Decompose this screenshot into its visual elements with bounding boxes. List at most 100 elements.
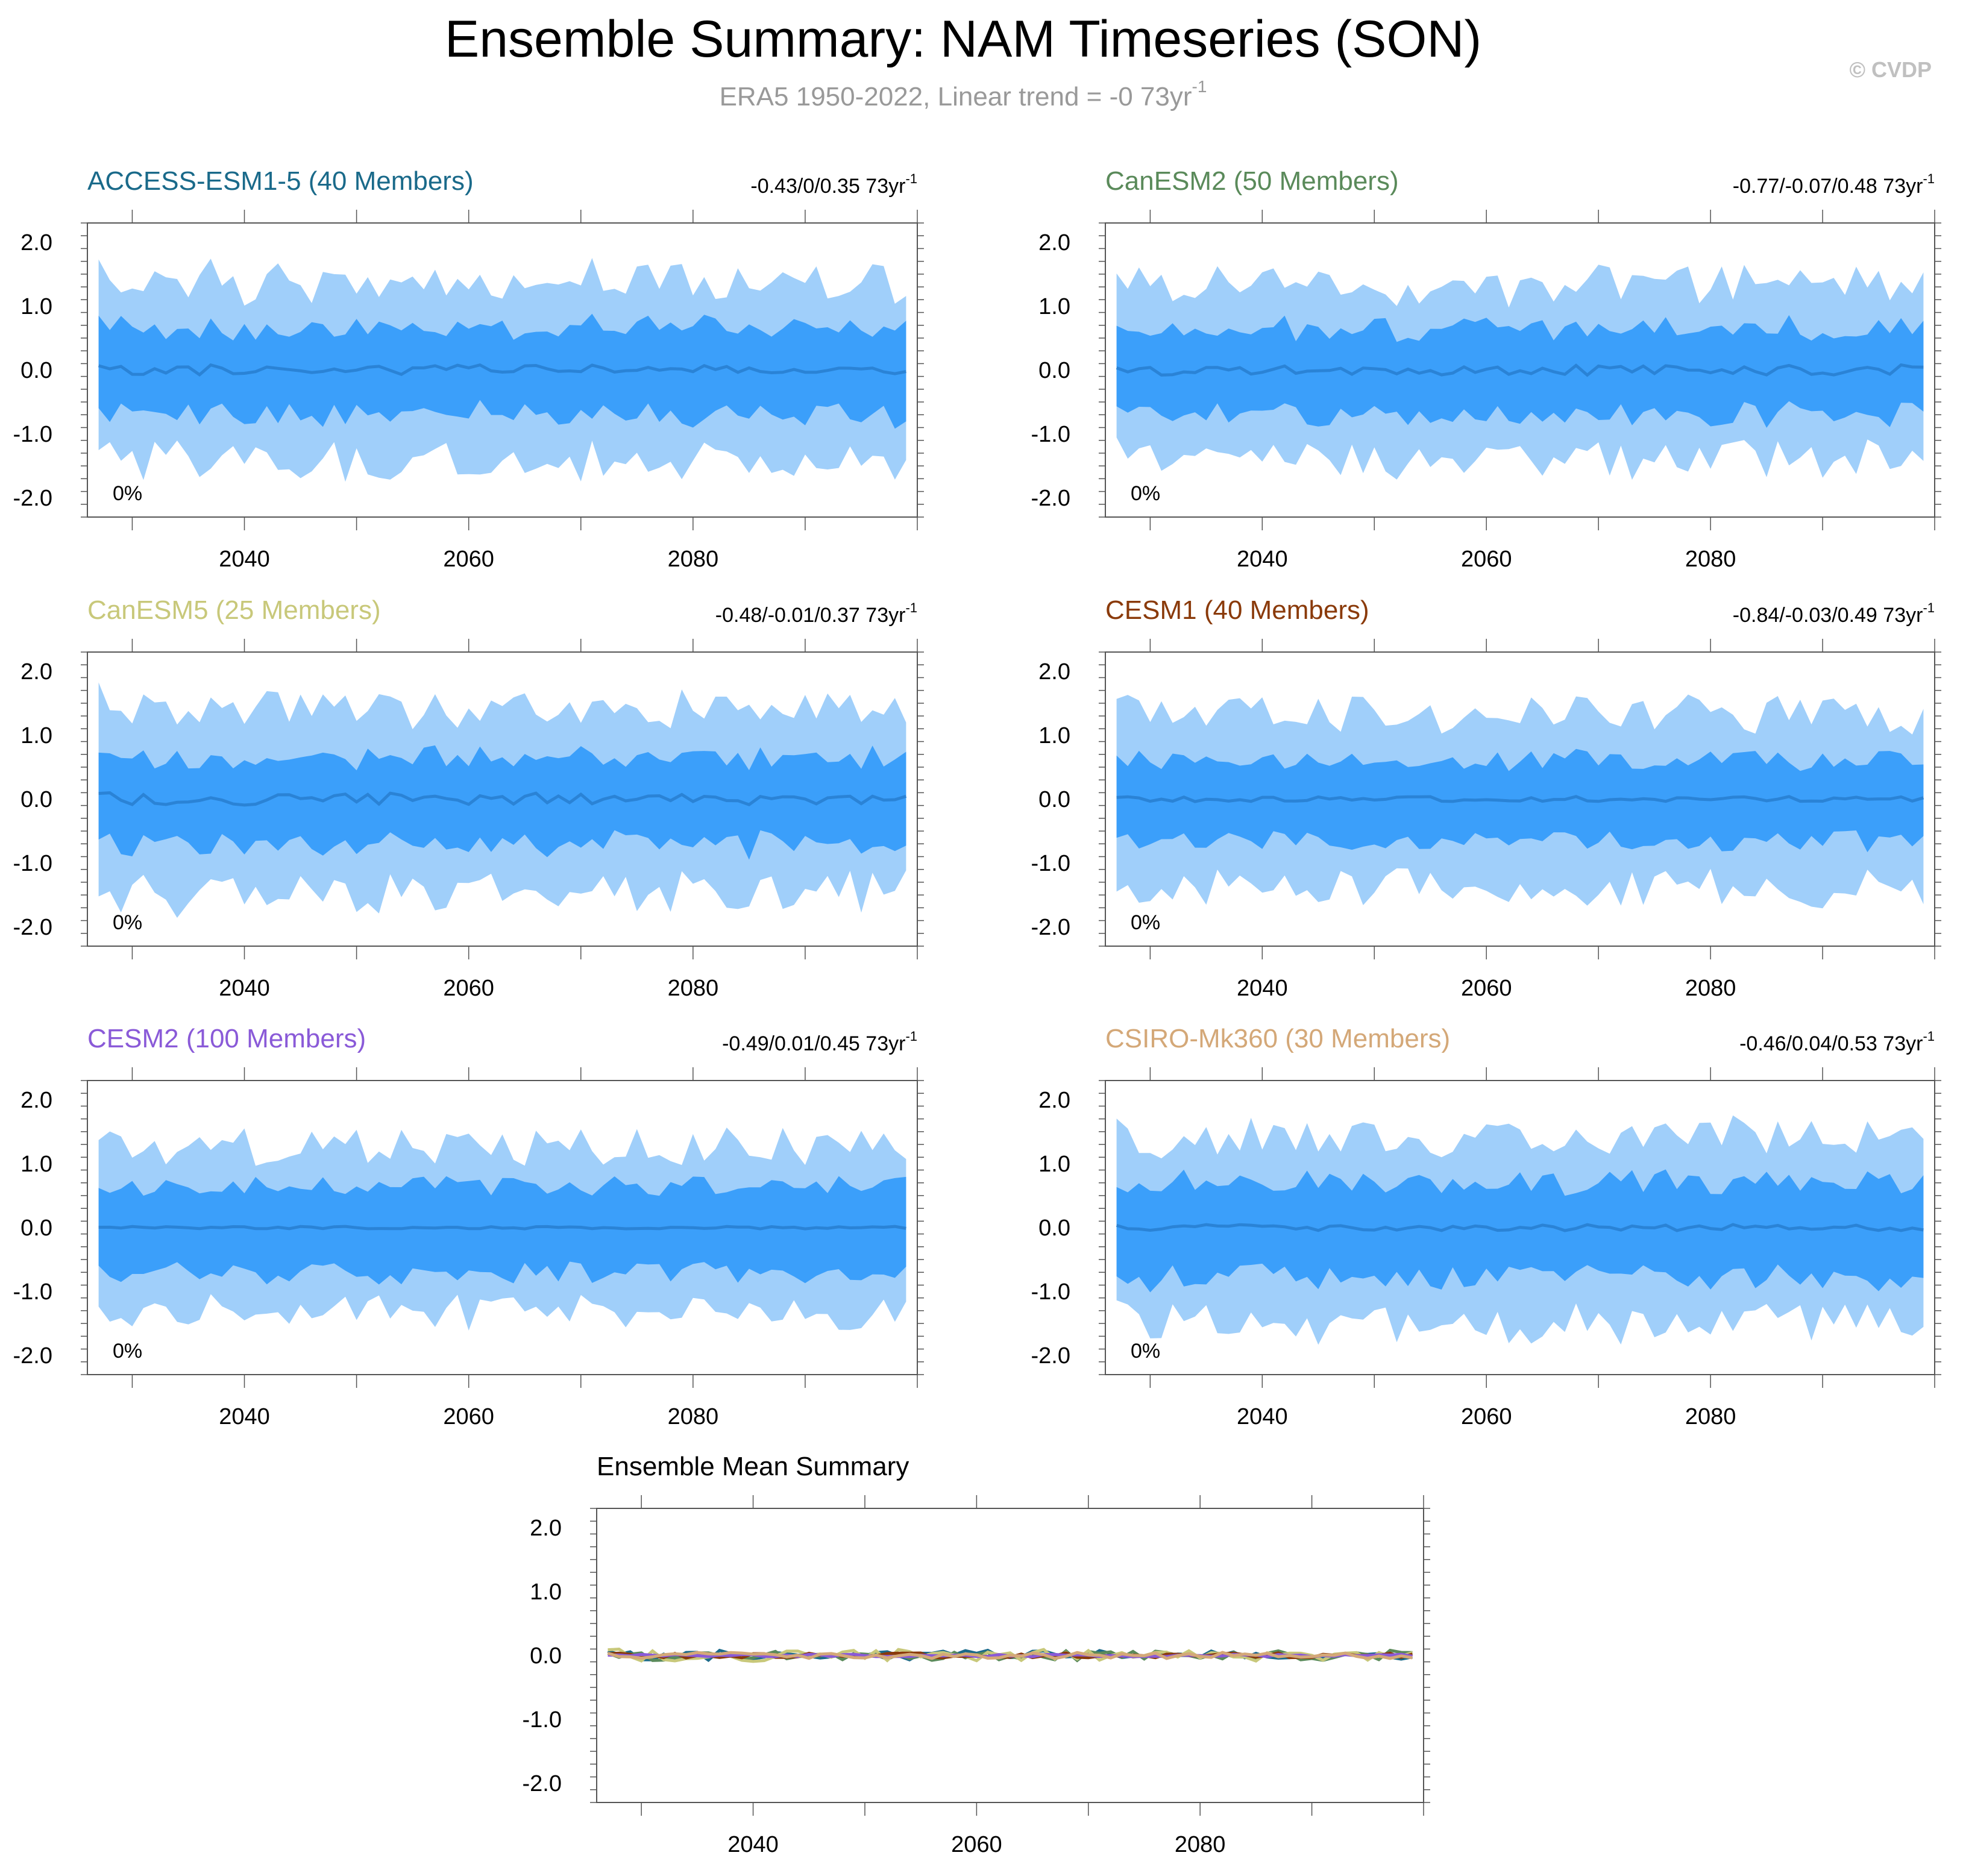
panel-4: 2.0 1.0 0.0 -1.0 -2.0 2040 2060 2080 CESM2 (100 …	[13, 1024, 924, 1429]
percent-label: 0%	[113, 911, 142, 934]
y-tick-label: 1.0	[1038, 1152, 1070, 1177]
y-tick-label: 1.0	[1038, 294, 1070, 319]
y-tick-label: 1.0	[1038, 723, 1070, 748]
x-tick-label: 2040	[1237, 1404, 1288, 1429]
figure-subtitle-sup: -1	[1192, 77, 1207, 96]
y-tick-label: -1.0	[1031, 1279, 1070, 1305]
x-tick-label: 2080	[1175, 1832, 1226, 1857]
x-tick-label: 2080	[668, 547, 719, 572]
y-tick-label: 0.0	[20, 358, 52, 383]
panel-5: 2.0 1.0 0.0 -1.0 -2.0 2040 2060 2080 CSIRO-Mk360…	[1031, 1024, 1941, 1429]
y-tick-label: 0.0	[530, 1643, 562, 1669]
x-tick-label: 2060	[1461, 547, 1512, 572]
y-tick-label: -1.0	[1031, 851, 1070, 876]
x-tick-label: 2080	[1685, 976, 1736, 1001]
y-tick-label: -1.0	[13, 851, 52, 876]
x-tick-label: 2060	[443, 976, 494, 1001]
figure-subtitle: ERA5 1950-2022, Linear trend = -0 73yr-1	[720, 77, 1207, 111]
inner-percentile-band	[98, 745, 906, 860]
trend-label-sup: -1	[1923, 600, 1935, 615]
trend-label: -0.43/0/0.35 73yr-1	[750, 171, 917, 198]
x-tick-label: 2060	[1461, 976, 1512, 1001]
trend-label-sup: -1	[905, 1029, 917, 1044]
y-tick-label: 2.0	[1038, 230, 1070, 256]
panel-title: CESM1 (40 Members)	[1105, 595, 1369, 625]
y-tick-label: 1.0	[20, 1152, 52, 1177]
series-line-5	[607, 1651, 1413, 1660]
percent-label: 0%	[1131, 911, 1160, 934]
y-tick-label: 1.0	[530, 1580, 562, 1605]
y-tick-label: -2.0	[1031, 915, 1070, 940]
plot-frame	[1105, 1080, 1935, 1375]
panel-6: 2.0 1.0 0.0 -1.0 -2.0 2040 2060 2080 Ensemble Me…	[523, 1452, 1430, 1857]
x-tick-label: 2060	[1461, 1404, 1512, 1429]
x-tick-label: 2060	[443, 547, 494, 572]
y-tick-label: 1.0	[20, 294, 52, 319]
ensemble-mean-line	[98, 363, 906, 377]
x-tick-label: 2080	[668, 1404, 719, 1429]
trend-label-sup: -1	[1923, 1029, 1935, 1044]
percent-label: 0%	[113, 1340, 142, 1363]
percent-label: 0%	[113, 482, 142, 505]
y-tick-label: 2.0	[1038, 659, 1070, 685]
y-tick-label: 2.0	[20, 659, 52, 685]
y-tick-label: 0.0	[1038, 358, 1070, 383]
plot-frame	[1105, 651, 1935, 947]
x-tick-label: 2040	[727, 1832, 779, 1857]
trend-label: -0.46/0.04/0.53 73yr-1	[1739, 1029, 1935, 1055]
x-tick-label: 2080	[1685, 547, 1736, 572]
y-tick-label: -2.0	[1031, 1343, 1070, 1369]
inner-percentile-band	[98, 1176, 906, 1285]
y-tick-label: 2.0	[530, 1516, 562, 1541]
trend-label-main: -0.48/-0.01/0.37 73yr	[715, 604, 906, 627]
plot-frame	[87, 1080, 918, 1375]
panel-3: 2.0 1.0 0.0 -1.0 -2.0 2040 2060 2080 CESM1 (40 M…	[1031, 595, 1941, 1001]
inner-percentile-band	[1116, 1169, 1924, 1293]
panel-title: Ensemble Mean Summary	[597, 1452, 909, 1481]
y-tick-label: -2.0	[523, 1771, 562, 1796]
figure-subtitle-main: ERA5 1950-2022, Linear trend = -0 73yr	[720, 82, 1192, 111]
y-tick-label: 2.0	[20, 1088, 52, 1113]
y-tick-label: -1.0	[13, 1279, 52, 1305]
ensemble-mean-line	[98, 791, 907, 807]
plot-frame	[1105, 222, 1935, 518]
y-tick-label: 0.0	[20, 1216, 52, 1241]
panel-title: CSIRO-Mk360 (30 Members)	[1105, 1024, 1450, 1053]
y-tick-label: 1.0	[20, 723, 52, 748]
panel-1: 2.0 1.0 0.0 -1.0 -2.0 2040 2060 2080 CanESM2 (50…	[1031, 166, 1941, 572]
plot-frame	[87, 651, 918, 947]
trend-label-main: -0.77/-0.07/0.48 73yr	[1733, 175, 1923, 198]
panel-title: CanESM2 (50 Members)	[1105, 166, 1399, 196]
trend-label: -0.48/-0.01/0.37 73yr-1	[715, 600, 917, 627]
panel-2: 2.0 1.0 0.0 -1.0 -2.0 2040 2060 2080 CanESM5 (25…	[13, 595, 924, 1001]
x-tick-label: 2040	[219, 1404, 270, 1429]
plot-frame	[596, 1508, 1424, 1803]
y-tick-label: 0.0	[1038, 1216, 1070, 1241]
y-tick-label: -1.0	[13, 422, 52, 447]
y-tick-label: -1.0	[1031, 422, 1070, 447]
x-tick-label: 2080	[668, 976, 719, 1001]
figure-title: Ensemble Summary: NAM Timeseries (SON)	[445, 10, 1481, 68]
percent-label: 0%	[1131, 482, 1160, 505]
trend-label: -0.77/-0.07/0.48 73yr-1	[1733, 171, 1935, 198]
panel-0: 2.0 1.0 0.0 -1.0 -2.0 2040 2060 2080 ACCESS-ESM1…	[13, 166, 924, 572]
plot-frame	[87, 222, 918, 518]
x-tick-label: 2040	[1237, 547, 1288, 572]
trend-label-sup: -1	[905, 600, 917, 615]
panel-title: CanESM5 (25 Members)	[87, 595, 381, 625]
x-tick-label: 2080	[1685, 1404, 1736, 1429]
cvdp-watermark: © CVDP	[1849, 57, 1932, 82]
panel-title: ACCESS-ESM1-5 (40 Members)	[87, 166, 474, 196]
y-tick-label: 2.0	[20, 230, 52, 256]
y-tick-label: 2.0	[1038, 1088, 1070, 1113]
x-tick-label: 2040	[219, 976, 270, 1001]
x-tick-label: 2060	[951, 1832, 1002, 1857]
percent-label: 0%	[1131, 1340, 1160, 1363]
trend-label: -0.84/-0.03/0.49 73yr-1	[1733, 600, 1935, 627]
y-tick-label: -1.0	[523, 1707, 562, 1733]
ensemble-mean-line	[1116, 795, 1924, 803]
trend-label: -0.49/0.01/0.45 73yr-1	[722, 1029, 917, 1055]
trend-label-main: -0.46/0.04/0.53 73yr	[1739, 1032, 1923, 1055]
ensemble-mean-line	[98, 1225, 906, 1231]
